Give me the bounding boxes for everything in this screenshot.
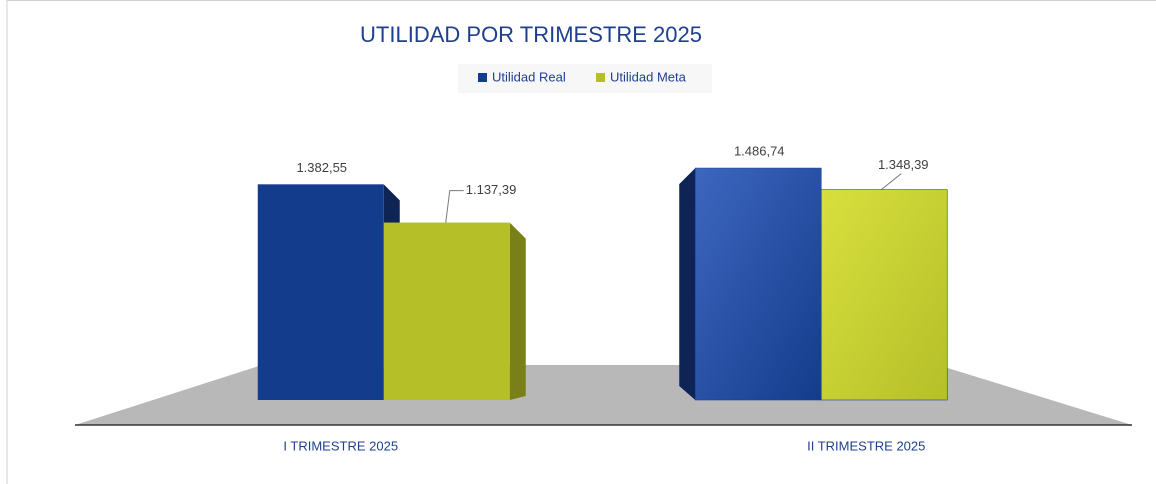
legend-swatch [596,73,605,82]
legend-label: Utilidad Real [492,69,566,84]
leader-line [445,190,464,223]
x-tick-label: I TRIMESTRE 2025 [283,438,398,453]
legend-box [458,64,712,93]
data-label: 1.486,74 [734,144,785,159]
data-label: 1.382,55 [296,160,347,175]
bar-side [509,222,526,400]
x-tick-label: II TRIMESTRE 2025 [807,438,925,453]
legend-label: Utilidad Meta [610,69,687,84]
bar [383,222,510,400]
data-label: 1.348,39 [878,157,929,172]
bar-side [679,168,696,400]
legend-swatch [478,73,487,82]
bar [820,189,948,401]
leader-line [880,173,902,191]
bar [257,184,384,400]
data-label: 1.137,39 [466,182,517,197]
chart-title: UTILIDAD POR TRIMESTRE 2025 [360,22,702,47]
bar [694,167,822,401]
floor [75,365,1132,425]
